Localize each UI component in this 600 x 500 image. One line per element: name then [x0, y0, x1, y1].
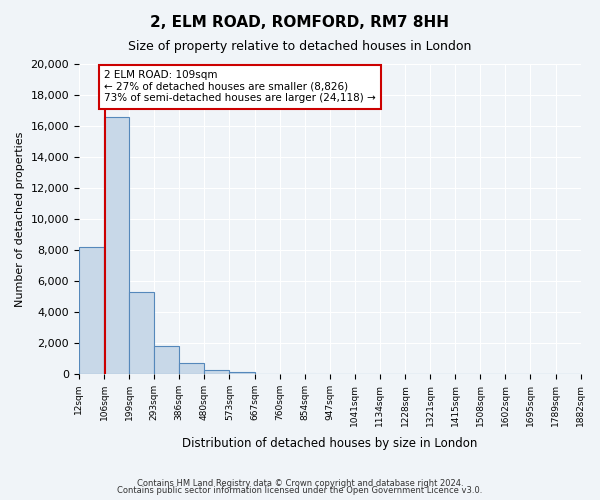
Text: Size of property relative to detached houses in London: Size of property relative to detached ho…: [128, 40, 472, 53]
Text: Contains public sector information licensed under the Open Government Licence v3: Contains public sector information licen…: [118, 486, 482, 495]
Bar: [154, 346, 179, 374]
Bar: [129, 292, 154, 374]
Text: 2 ELM ROAD: 109sqm
← 27% of detached houses are smaller (8,826)
73% of semi-deta: 2 ELM ROAD: 109sqm ← 27% of detached hou…: [104, 70, 376, 103]
Bar: [104, 116, 129, 374]
Text: 2, ELM ROAD, ROMFORD, RM7 8HH: 2, ELM ROAD, ROMFORD, RM7 8HH: [151, 15, 449, 30]
Bar: [79, 247, 104, 374]
Bar: [205, 370, 229, 374]
Bar: [229, 372, 254, 374]
Bar: [179, 363, 205, 374]
Text: Contains HM Land Registry data © Crown copyright and database right 2024.: Contains HM Land Registry data © Crown c…: [137, 478, 463, 488]
X-axis label: Distribution of detached houses by size in London: Distribution of detached houses by size …: [182, 437, 478, 450]
Y-axis label: Number of detached properties: Number of detached properties: [15, 132, 25, 306]
